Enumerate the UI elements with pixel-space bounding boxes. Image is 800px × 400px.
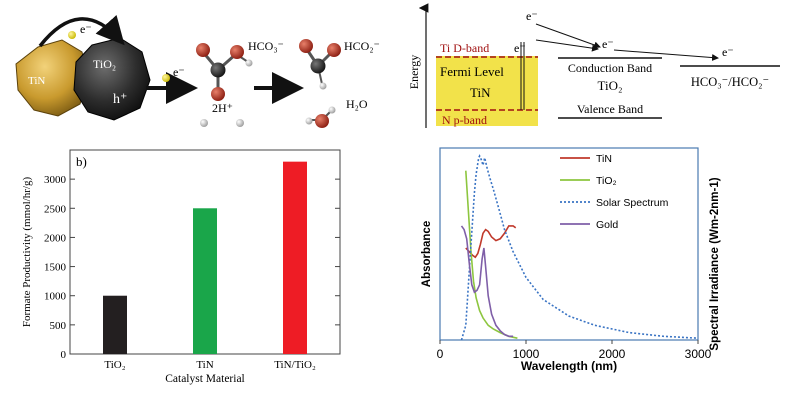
x-tick-label: 3000 bbox=[685, 347, 712, 361]
y-tick-label: 2500 bbox=[44, 203, 67, 215]
tin-band-label: TiN bbox=[470, 85, 491, 100]
y-tick-label: 3000 bbox=[44, 174, 67, 186]
n-p-band-label: N p-band bbox=[442, 113, 487, 127]
panel-label: b) bbox=[76, 154, 87, 169]
electron-transfer-arrow bbox=[613, 49, 719, 62]
x-tick-label: TiO₂ bbox=[104, 359, 125, 371]
legend-label: Gold bbox=[596, 219, 618, 231]
fermi-level-label: Fermi Level bbox=[440, 64, 504, 79]
electron-transfer-arrow bbox=[535, 39, 599, 52]
electron-label: e⁻ bbox=[514, 41, 526, 55]
bar bbox=[103, 295, 127, 354]
y-tick-label: 2000 bbox=[44, 232, 67, 244]
tio2-particle-label: TiO₂ bbox=[93, 57, 116, 71]
x-tick-label: TiN bbox=[196, 359, 213, 371]
plot-frame bbox=[439, 147, 699, 341]
electron-transfer-arc bbox=[38, 15, 125, 48]
hole-label: h⁺ bbox=[113, 92, 127, 107]
valence-band-label: Valence Band bbox=[577, 102, 643, 116]
bar bbox=[283, 161, 307, 354]
x-tick-label: 1000 bbox=[513, 347, 540, 361]
conduction-band-label: Conduction Band bbox=[568, 61, 652, 75]
y-tick-label: 0 bbox=[61, 349, 67, 361]
x-tick-label: TiN/TiO₂ bbox=[274, 359, 316, 371]
formate-molecule bbox=[299, 39, 341, 90]
tin-particle-label: TiN bbox=[28, 75, 45, 87]
reaction-schematic: TiN TiO₂ h⁺ e⁻ e⁻ HCO₃⁻ 2H⁺ HCO₂⁻ bbox=[15, 15, 380, 128]
protons-label: 2H⁺ bbox=[212, 101, 233, 115]
proton bbox=[236, 119, 244, 127]
electron-dot bbox=[162, 74, 170, 82]
tio2-band-label: TiO₂ bbox=[597, 78, 622, 93]
proton bbox=[200, 119, 208, 127]
electron-transfer-arrow bbox=[535, 23, 601, 49]
absorbance-spectrum-chart: 0 1000 2000 3000 TiN TiO₂ Solar Spectrum Gold Wa… bbox=[421, 147, 721, 373]
electron-label: e⁻ bbox=[526, 9, 538, 23]
series-line bbox=[460, 225, 514, 338]
y-axis-label-left: Absorbance bbox=[421, 221, 433, 287]
x-axis-label: Wavelength (nm) bbox=[521, 359, 617, 373]
bar bbox=[193, 208, 217, 354]
y-tick-label: 500 bbox=[50, 320, 67, 332]
x-axis-label: Catalyst Material bbox=[165, 373, 245, 385]
series-line bbox=[460, 154, 699, 341]
y-axis-label-right: Spectral Irradiance (Wm-2nm-1) bbox=[709, 177, 721, 350]
electron-label: e⁻ bbox=[173, 65, 185, 79]
y-tick-label: 1500 bbox=[44, 262, 67, 274]
electron-label: e⁻ bbox=[722, 45, 734, 59]
water-label: H₂O bbox=[346, 97, 368, 111]
series-line bbox=[465, 170, 518, 339]
tin-particle bbox=[15, 39, 89, 117]
electron-label: e⁻ bbox=[602, 37, 614, 51]
series-line bbox=[465, 225, 517, 259]
electron-label: e⁻ bbox=[80, 22, 92, 36]
tio2-particle bbox=[73, 37, 151, 121]
water-molecule bbox=[305, 106, 336, 128]
legend-label: TiO₂ bbox=[596, 175, 617, 187]
y-tick-label: 1000 bbox=[44, 291, 67, 303]
legend-label: TiN bbox=[596, 153, 612, 165]
x-tick-label: 2000 bbox=[599, 347, 626, 361]
ti-d-band-label: Ti D-band bbox=[440, 41, 489, 55]
formate-bar-chart: 0 500 1000 1500 2000 2500 3000 TiO₂ TiN TiN/TiO₂ b… bbox=[21, 149, 341, 385]
bicarbonate-label: HCO₃⁻ bbox=[248, 39, 284, 53]
y-axis-label: Formate Productivity (mmol/hr/g) bbox=[21, 177, 33, 328]
energy-axis-label: Energy bbox=[407, 55, 421, 89]
electron-dot bbox=[68, 31, 76, 39]
x-tick-label: 0 bbox=[437, 347, 444, 361]
formate-label: HCO₂⁻ bbox=[344, 39, 380, 53]
bicarbonate-molecule bbox=[196, 43, 253, 101]
redox-couple-label: HCO₃⁻/HCO₂⁻ bbox=[691, 75, 769, 89]
legend-label: Solar Spectrum bbox=[596, 197, 669, 209]
band-diagram: Energy Ti D-band Fermi Level TiN N p-ban… bbox=[407, 3, 780, 128]
